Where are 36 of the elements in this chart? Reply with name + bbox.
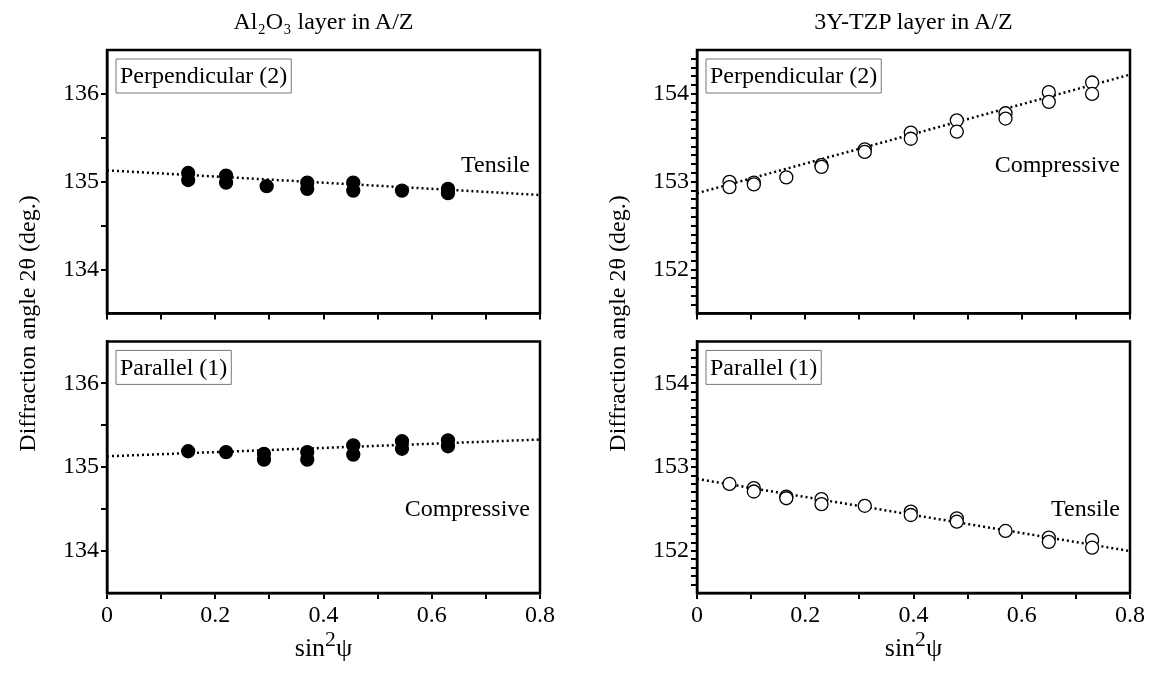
x-axis-title: sin$^{2}$ψ — [293, 627, 354, 663]
annotation: Parallel (1) — [710, 353, 818, 380]
annotation: Perpendicular (2) — [710, 62, 878, 89]
y-tick-label: 136 — [63, 79, 99, 106]
y-tick-label: 153 — [653, 167, 689, 194]
x-tick-label: 0.2 — [790, 600, 821, 627]
y-axis-title: Diffraction angle 2θ (deg.) — [603, 194, 631, 454]
y-tick-label: 154 — [653, 79, 689, 106]
chart-title: 3Y-TZP layer in A/Z — [813, 8, 1014, 35]
y-tick-label: 134 — [63, 536, 99, 563]
annotation: Compressive — [404, 495, 530, 522]
y-tick-label: 153 — [653, 452, 689, 479]
y-tick-label: 135 — [63, 452, 99, 479]
x-tick-label: 0.2 — [200, 600, 231, 627]
x-tick-label: 0 — [691, 600, 703, 627]
x-tick-label: 0.8 — [525, 600, 555, 627]
annotation: Tensile — [461, 151, 530, 178]
x-tick-label: 0.8 — [1115, 600, 1145, 627]
y-tick-label: 154 — [653, 368, 689, 395]
y-tick-label: 134 — [63, 254, 99, 281]
y-tick-label: 152 — [653, 254, 689, 281]
y-tick-label: 136 — [63, 368, 99, 395]
y-tick-label: 152 — [653, 536, 689, 563]
annotation: Tensile — [1051, 495, 1120, 522]
chart-title: Al₂O₃ layer in A/Z — [232, 8, 415, 35]
annotation: Parallel (1) — [120, 353, 228, 380]
x-tick-label: 0.4 — [308, 600, 339, 627]
x-tick-label: 0.4 — [898, 600, 929, 627]
x-tick-label: 0 — [101, 600, 113, 627]
annotation: Perpendicular (2) — [120, 62, 288, 89]
annotation: Compressive — [994, 151, 1120, 178]
y-axis-title: Diffraction angle 2θ (deg.) — [13, 194, 41, 454]
y-tick-label: 135 — [63, 167, 99, 194]
x-tick-label: 0.6 — [416, 600, 447, 627]
x-tick-label: 0.6 — [1006, 600, 1037, 627]
x-axis-title: sin$^{2}$ψ — [883, 627, 944, 663]
